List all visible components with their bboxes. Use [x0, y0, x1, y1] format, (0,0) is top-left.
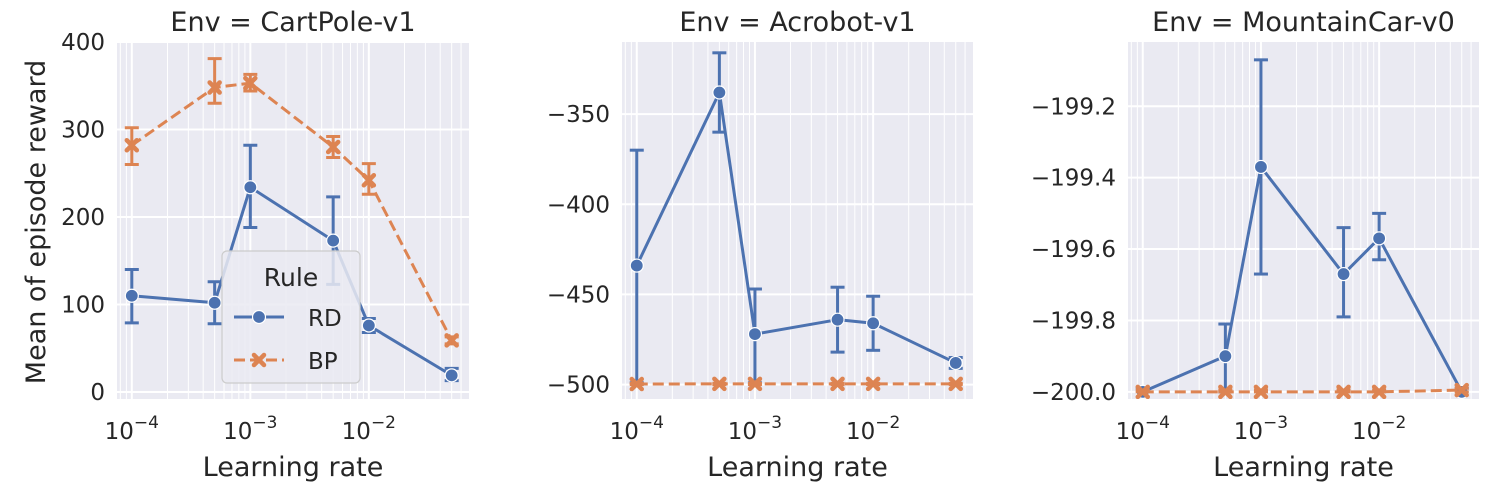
- data-point: [865, 376, 881, 392]
- series-line: [635, 90, 957, 365]
- data-point: [1253, 384, 1269, 399]
- y-tick-label: −450: [547, 282, 610, 308]
- series-line: [130, 81, 454, 342]
- series-RD: [124, 143, 459, 383]
- y-tick-label: −400: [547, 192, 610, 218]
- data-point: [1372, 231, 1387, 246]
- legend-label: BP: [308, 349, 338, 375]
- y-tick-label: −350: [547, 102, 610, 128]
- x-tick-label: 10−4: [105, 413, 159, 445]
- x-tick-label: 10−3: [1234, 413, 1288, 445]
- series-BP: [124, 57, 459, 348]
- series-line: [131, 185, 453, 377]
- x-tick-label: 10−3: [223, 413, 277, 445]
- data-point: [866, 316, 881, 331]
- y-tick-label: 300: [61, 118, 105, 144]
- series-BP: [629, 376, 963, 392]
- series-line: [1142, 388, 1462, 394]
- panel-title: Env = Acrobot-v1: [679, 7, 915, 38]
- data-point: [326, 233, 341, 248]
- data-point: [361, 318, 376, 333]
- data-point: [1218, 349, 1233, 364]
- series-layer: [1135, 58, 1469, 399]
- data-point: [1135, 384, 1151, 399]
- series-layer: [629, 51, 963, 392]
- data-point: [207, 80, 222, 95]
- x-axis-label: Learning rate: [1213, 452, 1394, 483]
- y-tick-label: −199.4: [1031, 166, 1116, 192]
- x-tick-label: 10−4: [610, 413, 664, 445]
- data-point: [243, 75, 258, 91]
- x-tick-label: 10−2: [1352, 413, 1406, 445]
- x-tick-label: 10−2: [342, 413, 396, 445]
- grid: [622, 42, 973, 399]
- x-axis-label: Learning rate: [203, 452, 384, 483]
- panel-title: Env = MountainCar-v0: [1152, 7, 1455, 38]
- x-tick-label: 10−3: [728, 413, 782, 445]
- y-tick-label: −199.6: [1031, 237, 1116, 263]
- y-tick-label: 0: [90, 380, 105, 406]
- data-point: [1454, 382, 1469, 398]
- y-tick-label: −199.8: [1031, 308, 1116, 334]
- data-point: [747, 376, 763, 392]
- data-point: [830, 376, 845, 392]
- panel-0: Env = CartPole-v1 0 100 200 300 400 10−4 10−3 10…: [61, 7, 469, 483]
- data-point: [444, 368, 459, 383]
- x-axis-label: Learning rate: [707, 452, 888, 483]
- plot-background: [622, 42, 973, 399]
- x-tick-label: 10−2: [846, 413, 900, 445]
- x-tick-label: 10−4: [1116, 413, 1170, 445]
- data-point: [948, 376, 963, 392]
- data-point: [1371, 384, 1387, 399]
- series-line: [1142, 165, 1464, 394]
- legend: Rule RD BP: [221, 250, 361, 384]
- data-point: [1336, 266, 1351, 282]
- data-point: [243, 180, 258, 195]
- series-BP: [1135, 382, 1469, 399]
- data-point: [830, 312, 845, 327]
- data-point: [1336, 384, 1351, 399]
- y-axis-label: Mean of episode reward: [21, 60, 52, 384]
- data-point: [747, 326, 763, 342]
- legend-marker: [251, 352, 267, 368]
- data-point: [629, 258, 644, 273]
- y-tick-label: −500: [547, 373, 610, 399]
- y-tick-label: 100: [61, 293, 105, 319]
- data-point: [1253, 159, 1269, 175]
- data-point: [325, 139, 341, 155]
- legend-box: [221, 250, 361, 384]
- y-tick-label: −200.0: [1031, 380, 1116, 406]
- data-point: [712, 376, 727, 392]
- data-point: [124, 138, 140, 153]
- data-point: [948, 355, 963, 371]
- data-point: [444, 333, 459, 348]
- data-point: [207, 295, 222, 310]
- legend-marker: [251, 309, 267, 325]
- series-layer: [124, 57, 459, 383]
- data-point: [1218, 384, 1233, 399]
- data-point: [124, 288, 139, 303]
- y-tick-label: 400: [61, 30, 105, 56]
- legend-title: Rule: [264, 263, 318, 292]
- data-point: [712, 85, 727, 100]
- y-tick-label: 200: [61, 205, 105, 231]
- panel-title: Env = CartPole-v1: [170, 7, 415, 38]
- data-point: [361, 173, 377, 188]
- legend-label: RD: [308, 306, 342, 332]
- y-tick-label: −199.2: [1031, 94, 1116, 120]
- panel-2: Env = MountainCar-v0 −199.2 −199.4 −199.6 −1…: [1031, 7, 1479, 483]
- data-point: [629, 376, 645, 392]
- grid: [1128, 42, 1479, 399]
